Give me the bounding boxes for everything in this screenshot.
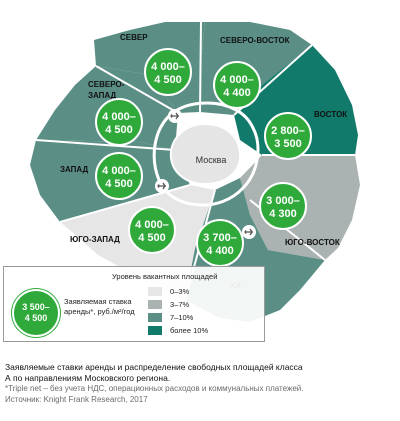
svg-text:4 000–: 4 000– — [102, 165, 136, 177]
moscow-center — [169, 122, 242, 186]
caption-title-line2: А по направлениям Московского региона. — [5, 373, 171, 383]
caption: Заявляемые ставки аренды и распределение… — [5, 362, 395, 405]
legend-item: 7–10% — [148, 311, 193, 323]
badge-north-west: 4 000– 4 500 — [95, 98, 143, 146]
label-north-west-line2: ЗАПАД — [88, 91, 117, 100]
sector-east — [234, 45, 358, 155]
label-north: СЕВЕР — [120, 33, 148, 42]
svg-text:3 500: 3 500 — [274, 138, 302, 150]
svg-text:4 000–: 4 000– — [102, 111, 136, 123]
label-east: ВОСТОК — [314, 110, 347, 119]
legend-item: 0–3% — [148, 285, 189, 297]
svg-text:4 300: 4 300 — [269, 208, 297, 220]
svg-text:4 000–: 4 000– — [220, 74, 254, 86]
legend-item: более 10% — [148, 324, 208, 336]
legend-title: Уровень вакантных площадей — [112, 272, 218, 281]
label-north-east: СЕВЕРО-ВОСТОК — [220, 36, 290, 45]
badge-south-west: 4 000– 4 500 — [128, 206, 176, 254]
legend-example-badge: 3 500– 4 500 — [12, 289, 60, 337]
label-south-west: ЮГО-ЗАПАД — [70, 235, 120, 244]
legend-badge-line2: 4 500 — [24, 313, 48, 323]
label-west: ЗАПАД — [60, 165, 89, 174]
label-south-east: ЮГО-ВОСТОК — [285, 238, 340, 247]
legend-swatch — [148, 299, 162, 309]
svg-text:4 500: 4 500 — [105, 124, 133, 136]
badge-north: 4 000– 4 500 — [144, 48, 192, 96]
svg-text:3 000–: 3 000– — [266, 195, 300, 207]
legend-badge-line1: 3 500– — [22, 302, 50, 312]
badge-north-east: 4 000– 4 400 — [213, 61, 261, 109]
svg-text:4 500: 4 500 — [105, 178, 133, 190]
caption-note: *Triple net – без учета НДС, операционны… — [5, 384, 304, 393]
svg-text:3 700–: 3 700– — [203, 232, 237, 244]
legend-swatch — [148, 325, 162, 335]
caption-source: Источник: Knight Frank Research, 2017 — [5, 394, 148, 404]
legend-item-label: 0–3% — [170, 286, 190, 296]
legend: Уровень вакантных площадей 3 500– 4 500 … — [3, 266, 265, 342]
badge-west: 4 000– 4 500 — [95, 152, 143, 200]
svg-text:4 000–: 4 000– — [135, 219, 169, 231]
svg-text:4 400: 4 400 — [223, 87, 251, 99]
airplane-icon — [155, 179, 169, 193]
svg-text:4 000–: 4 000– — [151, 61, 185, 73]
svg-text:4 500: 4 500 — [138, 232, 166, 244]
legend-swatch — [148, 312, 162, 322]
ring-road — [152, 101, 260, 207]
legend-item: 3–7% — [148, 298, 189, 310]
badge-south: 3 700– 4 400 — [196, 219, 244, 267]
legend-rate-label: Заявляемая ставка аренды*, руб./м²/год — [64, 297, 135, 316]
legend-item-label: 7–10% — [170, 312, 194, 322]
moscow-label: Москва — [196, 155, 227, 165]
badge-east: 2 800– 3 500 — [264, 112, 312, 160]
svg-text:4 500: 4 500 — [154, 74, 182, 86]
airplane-icon — [242, 225, 256, 239]
legend-swatch — [148, 286, 162, 296]
legend-item-label: 3–7% — [170, 299, 190, 309]
badge-south-east: 3 000– 4 300 — [259, 182, 307, 230]
svg-text:4 400: 4 400 — [206, 245, 234, 257]
caption-title-line1: Заявляемые ставки аренды и распределение… — [5, 362, 303, 372]
airplane-icon — [168, 109, 182, 123]
label-north-west-line1: СЕВЕРО- — [88, 80, 125, 89]
svg-text:2 800–: 2 800– — [271, 125, 305, 137]
legend-item-label: более 10% — [170, 325, 209, 335]
